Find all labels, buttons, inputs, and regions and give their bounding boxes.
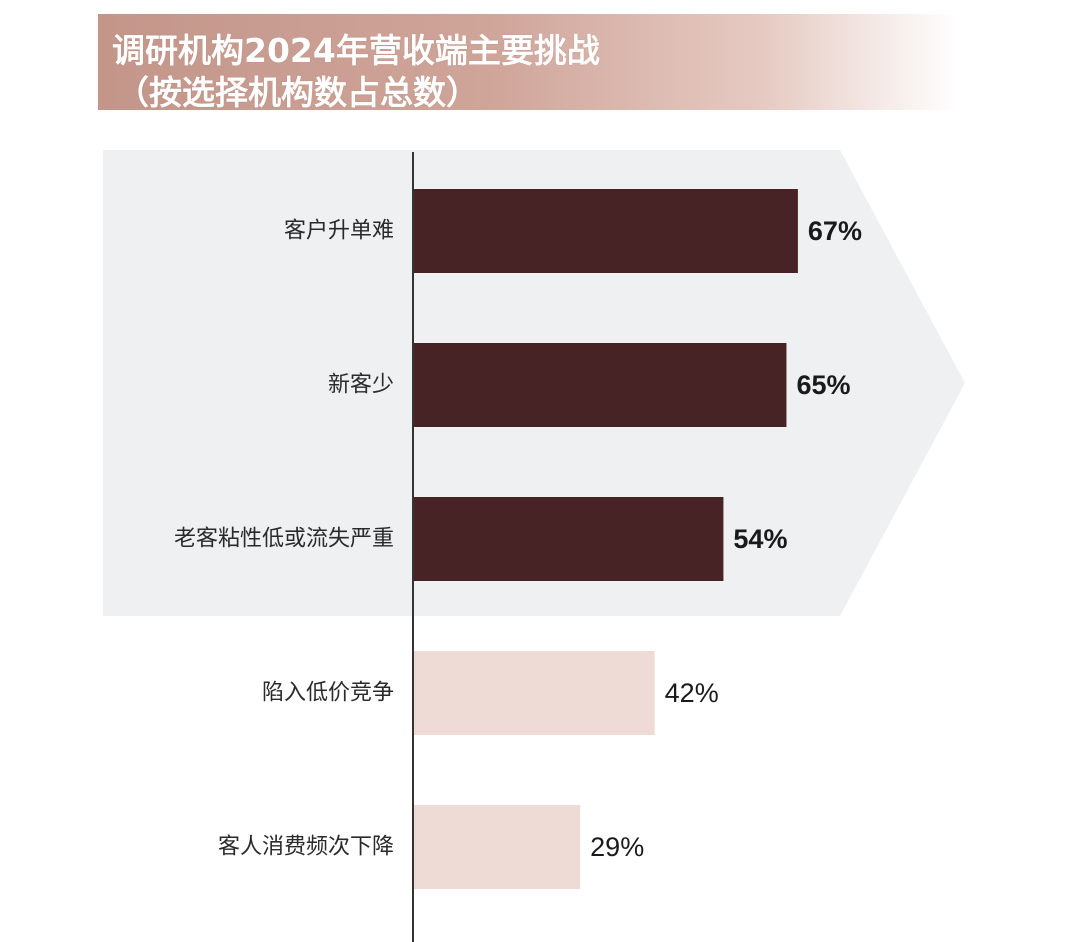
title-banner <box>98 14 958 110</box>
bar-4 <box>414 651 655 735</box>
value-label-1: 67% <box>808 216 862 246</box>
value-label-2: 65% <box>796 370 850 400</box>
value-label-3: 54% <box>733 524 787 554</box>
bar-2 <box>414 343 787 427</box>
category-label-3: 老客粘性低或流失严重 <box>174 527 394 552</box>
category-label-2: 新客少 <box>328 373 394 398</box>
labels-group: 客户升单难 67% 新客少 65% 老客粘性低或流失严重 54% 陷入低价竞争 42% 客人消费… <box>174 216 862 862</box>
category-label-4: 陷入低价竞争 <box>262 681 394 706</box>
value-label-5: 29% <box>590 832 644 862</box>
category-label-1: 客户升单难 <box>284 219 394 244</box>
bar-1 <box>414 189 798 273</box>
value-label-4: 42% <box>665 678 719 708</box>
bar-3 <box>414 497 724 581</box>
chart-subtitle: （按选择机构数占总数） <box>116 73 479 112</box>
bars-group <box>414 189 798 889</box>
bar-5 <box>414 805 581 889</box>
chart-title: 调研机构2024年营收端主要挑战 <box>112 31 600 70</box>
category-label-5: 客人消费频次下降 <box>218 835 394 860</box>
